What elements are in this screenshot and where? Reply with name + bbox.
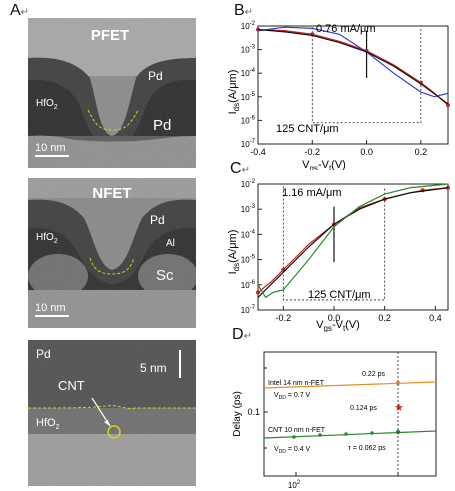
nfet-scale-label: 10 nm [35, 302, 66, 314]
pfet-micrograph: PFET Pd Pd HfO2 10 nm [28, 18, 196, 168]
chart-d-ylabel: Delay (ps) [232, 391, 243, 437]
intel-point [396, 381, 400, 385]
chart-d-intel-vdd: VDD = 0.7 V [274, 392, 311, 401]
pfet-hfo2-label: HfO2 [36, 98, 58, 111]
cnt-label: CNT [58, 378, 85, 393]
chart-b-xtick-label: -0.4 [250, 147, 266, 157]
chart-b-xtick-label: -0.2 [305, 147, 321, 157]
chart-b-ytick-label: 10-5 [241, 92, 256, 102]
chart-c-point-red [256, 290, 260, 295]
chart-c-annotation-density: 125 CNT/μm [308, 289, 371, 301]
panel-label-c: C↵ [230, 160, 250, 177]
cnt-point [370, 431, 374, 435]
cnt-point [344, 432, 348, 436]
chart-b-series-blue [257, 26, 449, 98]
cnt-micrograph: Pd 5 nm CNT HfO2 [28, 340, 196, 486]
chart-b-xlabel: Vgs-Vt(V) [302, 159, 346, 170]
cnt-hfo2-label: HfO2 [36, 417, 60, 431]
nfet-micrograph: NFET Pd HfO2 Al Sc 10 nm [28, 178, 196, 328]
chart-c-series-red [257, 187, 449, 293]
chart-d-ytick: 0.1 [247, 407, 260, 417]
chart-b-window-box [311, 27, 422, 124]
pfet-scale-label: 10 nm [35, 142, 66, 154]
chart-b-point-red [446, 103, 450, 108]
chart-b-xtick-label: 0.0 [360, 147, 373, 157]
nfet-pd-label: Pd [150, 213, 165, 227]
pfet-pd-top-label: Pd [148, 69, 163, 83]
chart-c-ytick-label: 10-7 [241, 305, 256, 315]
chart-c-ylabel: Ids(A/μm) [227, 230, 241, 275]
chart-c-plot-frame [257, 183, 449, 311]
pfet-pd-bottom-label: Pd [153, 117, 171, 134]
chart-c-xtick-label: 0.4 [429, 313, 442, 323]
chart-d-star-value: 0.124 ps [350, 405, 377, 412]
chart-b-ytick-label: 10-4 [241, 68, 256, 78]
chart-b-ytick-label: 10-7 [241, 139, 256, 149]
chart-d-intel-label: Intel 14 nm n-FET [268, 380, 325, 387]
chart-c-annotation-current: 1.16 mA/μm [282, 187, 342, 199]
chart-c-ytick-label: 10-5 [241, 255, 256, 265]
chart-c-xtick-label: 0.2 [378, 313, 391, 323]
chart-d-tau: τ = 0.062 ps [348, 445, 386, 452]
nfet-hfo2-label: HfO2 [36, 232, 58, 245]
intel-trend-line [263, 381, 437, 389]
cnt-scale-label: 5 nm [140, 361, 167, 375]
chart-b: 10-7 10-6 10-5 10-4 10-3 10-2 -0.4 -0.2 0.0 0.2 0… [227, 21, 450, 170]
chart-b-xtick-label: 0.2 [415, 147, 428, 157]
chart-d-intel-value: 0.22 ps [362, 371, 385, 378]
chart-b-series-red [257, 28, 449, 106]
chart-d-cnt-vdd: VDD = 0.4 V [274, 446, 311, 455]
chart-c-series-green [257, 183, 449, 299]
chart-c-ytick-label: 10-4 [241, 229, 256, 239]
chart-d: 0.1 102 Delay (ps) ★ Intel 14 nm n-FET V… [232, 351, 437, 490]
chart-c-xtick-label: 0.0 [328, 313, 341, 323]
panel-label-b: B↵ [234, 2, 254, 19]
chart-c-ytick-label: 10-3 [241, 204, 256, 214]
chart-b-annotation-density: 125 CNT/μm [276, 123, 339, 135]
cnt-point [318, 433, 322, 437]
panel-label-d: D↵ [232, 326, 252, 343]
chart-b-ytick-label: 10-6 [241, 115, 256, 125]
chart-b-series-black [257, 28, 449, 105]
chart-c-series-black [257, 187, 449, 298]
panel-label-a: A↵ [10, 2, 30, 19]
chart-b-plot-frame [257, 25, 449, 145]
chart-c-ytick-label: 10-2 [241, 179, 256, 189]
chart-c-xtick-label: -0.2 [276, 313, 292, 323]
chart-c-window-box [282, 186, 386, 301]
chart-d-xtick: 102 [288, 480, 301, 490]
chart-c: 10-7 10-6 10-5 10-4 10-3 10-2 -0.2 0.0 0.2 0.4 1.… [227, 179, 450, 332]
chart-d-cnt-label: CNT 10 nm n-FET [268, 427, 326, 434]
pfet-title: PFET [91, 27, 129, 44]
chart-b-annotation-current: 0.76 mA/μm [316, 23, 376, 35]
cnt-point [292, 435, 296, 439]
chart-b-ytick-label: 10-3 [241, 45, 256, 55]
nfet-sc-label: Sc [156, 267, 174, 284]
cnt-pd-label: Pd [36, 347, 51, 361]
chart-b-ytick-label: 10-2 [241, 21, 256, 31]
star-marker: ★ [394, 402, 404, 414]
chart-c-ytick-label: 10-6 [241, 280, 256, 290]
nfet-title: NFET [92, 185, 131, 202]
chart-b-ylabel: Ids(A/μm) [227, 70, 241, 115]
chart-c-point-red [446, 185, 450, 190]
nfet-al-label: Al [166, 238, 175, 249]
chart-c-xlabel: Vgs-Vt(V) [316, 319, 360, 332]
